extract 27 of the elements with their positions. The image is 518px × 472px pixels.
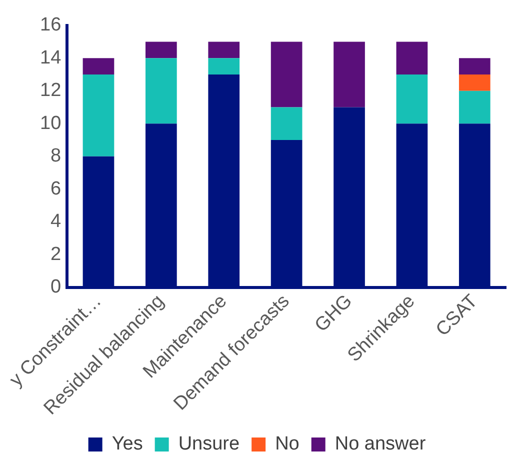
- bar: [146, 42, 177, 58]
- bar: [458, 90, 490, 124]
- bar: [208, 58, 240, 75]
- bar: [270, 42, 302, 108]
- bar: [270, 107, 302, 140]
- legend-label: Yes: [112, 434, 143, 455]
- bar: [334, 42, 365, 108]
- bar: [458, 58, 490, 75]
- y-tick-label: 4: [50, 211, 62, 232]
- legend-label: Unsure: [178, 434, 240, 455]
- y-tick-label: 6: [50, 178, 62, 200]
- y-tick-label: 2: [50, 244, 62, 265]
- y-tick-label: 8: [50, 146, 62, 167]
- y-tick-label: 10: [40, 112, 62, 134]
- bar: [208, 42, 240, 58]
- bar: [82, 74, 114, 156]
- legend-label: No answer: [334, 434, 426, 455]
- y-tick-label: 0: [50, 276, 62, 298]
- bar: [458, 74, 490, 91]
- y-tick-label: 12: [40, 80, 62, 102]
- bar: [82, 58, 114, 75]
- bar: [146, 58, 177, 124]
- bar: [396, 74, 428, 124]
- y-tick-label: 16: [40, 14, 62, 36]
- legend-label: No: [275, 434, 300, 455]
- bar: [396, 42, 428, 75]
- y-tick-label: 14: [40, 47, 62, 68]
